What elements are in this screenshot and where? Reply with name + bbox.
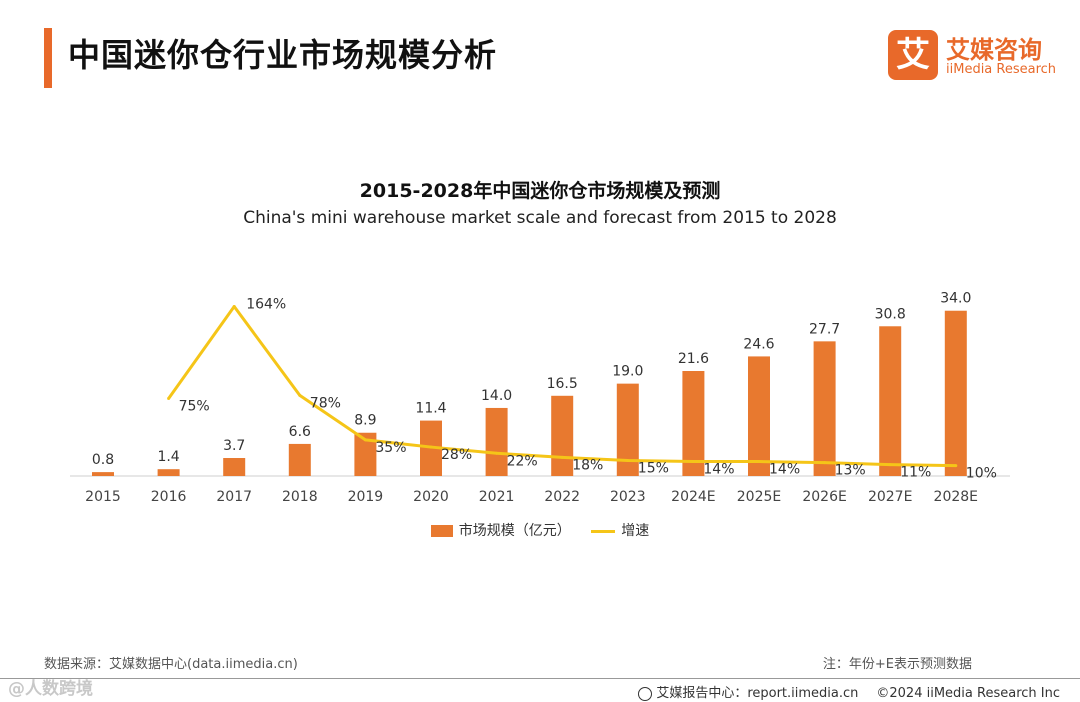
growth-point-2017 [232, 305, 236, 309]
legend-item-market-size: 市场规模（亿元） [430, 520, 571, 540]
growth-label-2016: 75% [179, 399, 210, 415]
watermark: @人数跨境 [8, 679, 93, 699]
x-tick-label-2017: 2017 [216, 489, 252, 505]
report-center-link[interactable]: 艾媒报告中心：report.iimedia.cn [656, 686, 859, 701]
bar-value-label-2024E: 21.6 [678, 351, 709, 367]
legend-line-swatch-icon [591, 529, 616, 533]
bar-value-label-2020: 11.4 [415, 401, 446, 417]
growth-label-2028E: 10% [966, 466, 997, 482]
legend-bar-label: 市场规模（亿元） [458, 523, 571, 539]
globe-icon [638, 686, 653, 701]
x-tick-label-2025E: 2025E [737, 489, 781, 505]
forecast-note: 注：年份+E表示预测数据 [822, 657, 972, 672]
title-accent-bar [44, 28, 52, 88]
brand-logo: 艾 艾媒咨询 iiMedia Research [888, 30, 1068, 80]
bar-value-label-2019: 8.9 [354, 413, 376, 429]
x-tick-label-2022: 2022 [544, 489, 580, 505]
bar-2028E [944, 310, 967, 476]
x-tick-label-2027E: 2027E [868, 489, 912, 505]
growth-label-2025E: 14% [769, 462, 800, 478]
bar-value-label-2028E: 34.0 [940, 291, 971, 307]
chart-legend: 市场规模（亿元） 增速 [0, 520, 1080, 540]
x-tick-label-2021: 2021 [479, 489, 515, 505]
combo-chart: 0.8 2015 1.4 2016 3.7 2017 6.6 2018 8.9 2019 11.4 2… [70, 291, 1010, 505]
growth-point-2025E [757, 460, 761, 464]
logo-chinese-name: 艾媒咨询 [946, 36, 1042, 64]
x-tick-label-2015: 2015 [85, 489, 121, 505]
growth-label-2019: 35% [375, 440, 406, 456]
growth-label-2018: 78% [310, 395, 341, 411]
bar-2023 [616, 383, 639, 476]
bar-2026E [813, 341, 836, 476]
bar-2021 [485, 407, 508, 476]
logo-mark-icon: 艾 [888, 30, 938, 80]
bar-value-label-2027E: 30.8 [875, 306, 906, 322]
growth-label-2026E: 13% [835, 463, 866, 479]
x-tick-label-2024E: 2024E [671, 489, 715, 505]
x-tick-label-2018: 2018 [282, 489, 318, 505]
bar-2018 [288, 443, 311, 476]
growth-label-2027E: 11% [900, 465, 931, 481]
growth-point-2026E [823, 461, 827, 465]
growth-label-2021: 22% [507, 453, 538, 469]
bar-value-label-2021: 14.0 [481, 388, 512, 404]
bar-2025E [748, 356, 770, 476]
bar-value-label-2018: 6.6 [289, 424, 311, 440]
bar-value-label-2023: 19.0 [612, 364, 643, 380]
bar-2027E [879, 326, 902, 476]
bar-2017 [223, 458, 246, 476]
chart-subtitle: China's mini warehouse market scale and … [243, 208, 837, 228]
growth-point-2021 [495, 451, 499, 455]
bar-2015 [92, 472, 114, 476]
bar-value-label-2016: 1.4 [157, 449, 179, 465]
growth-label-2024E: 14% [703, 462, 734, 478]
legend-item-growth: 增速 [591, 520, 649, 540]
page-title: 中国迷你仓行业市场规模分析 [68, 36, 498, 74]
bar-2016 [157, 469, 180, 476]
growth-point-2020 [429, 445, 433, 449]
growth-point-2023 [626, 459, 630, 462]
data-source: 数据来源：艾媒数据中心(data.iimedia.cn) [44, 657, 298, 672]
growth-label-2017: 164% [246, 297, 286, 313]
growth-point-2024E [691, 460, 695, 464]
growth-point-2027E [888, 463, 892, 467]
bar-2022 [551, 395, 574, 476]
growth-point-2022 [560, 455, 564, 459]
copyright: ©2024 iiMedia Research Inc [876, 686, 1060, 701]
bar-2024E [682, 371, 705, 476]
chart-title: 2015-2028年中国迷你仓市场规模及预测 [359, 180, 721, 202]
growth-label-2022: 18% [572, 457, 603, 473]
footer-credits: 艾媒报告中心：report.iimedia.cn ©2024 iiMedia Re… [638, 682, 1060, 701]
bar-value-label-2022: 16.5 [547, 376, 578, 392]
legend-bar-swatch-icon [430, 525, 453, 537]
legend-line-label: 增速 [621, 523, 650, 539]
bar-value-label-2026E: 27.7 [809, 321, 840, 337]
bar-value-label-2015: 0.8 [92, 452, 114, 468]
x-tick-label-2028E: 2028E [934, 489, 978, 505]
bar-value-label-2017: 3.7 [223, 438, 245, 454]
growth-point-2016 [167, 397, 171, 400]
growth-label-2023: 15% [638, 461, 669, 477]
growth-point-2018 [298, 393, 302, 397]
x-tick-label-2026E: 2026E [802, 489, 846, 505]
x-tick-label-2023: 2023 [610, 489, 646, 505]
growth-label-2020: 28% [441, 447, 472, 463]
bar-value-label-2025E: 24.6 [743, 336, 774, 352]
growth-point-2019 [363, 438, 367, 442]
bar-2019 [354, 432, 377, 476]
footer-divider [0, 678, 1080, 679]
growth-point-2028E [954, 464, 958, 468]
x-tick-label-2019: 2019 [348, 489, 384, 505]
logo-english-name: iiMedia Research [946, 62, 1057, 77]
x-tick-label-2016: 2016 [151, 489, 187, 505]
x-tick-label-2020: 2020 [413, 489, 449, 505]
